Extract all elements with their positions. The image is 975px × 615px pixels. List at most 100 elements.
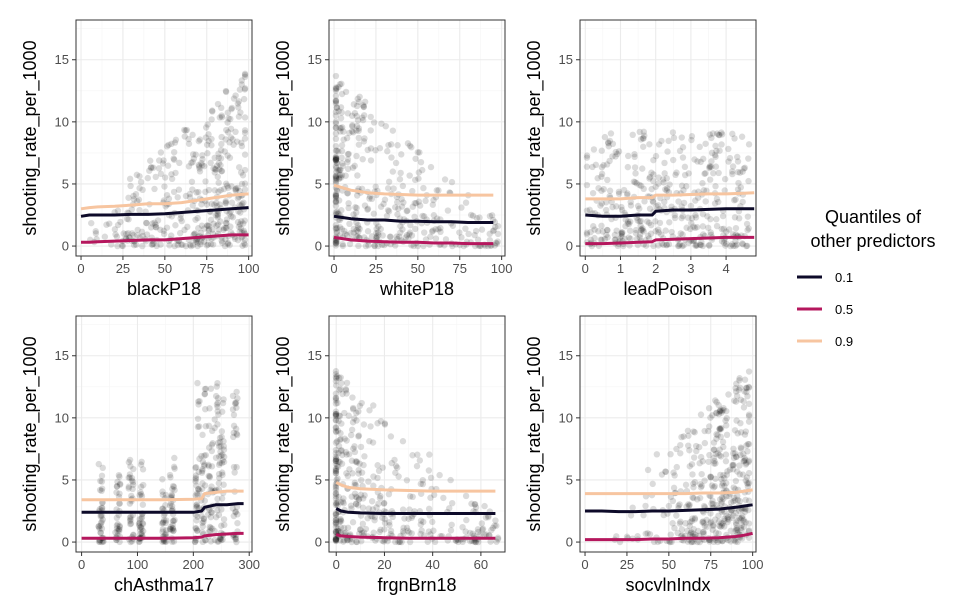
scatter-point (486, 230, 493, 238)
scatter-point (332, 466, 340, 474)
scatter-point (199, 519, 206, 527)
scatter-point (393, 233, 400, 240)
scatter-point (392, 159, 400, 167)
scatter-point (395, 538, 402, 546)
scatter-point (234, 519, 241, 527)
scatter-point (206, 473, 213, 480)
scatter-point (718, 482, 726, 489)
scatter-point (618, 230, 625, 238)
scatter-point (745, 458, 752, 466)
scatter-point (332, 239, 340, 246)
scatter-point (736, 497, 744, 505)
scatter-point (189, 202, 196, 209)
scatter-point (735, 215, 743, 222)
scatter-point (718, 520, 725, 527)
scatter-point (376, 145, 384, 152)
scatter-point (332, 537, 340, 544)
scatter-point (218, 133, 225, 141)
scatter-point (703, 187, 710, 194)
scatter-point (720, 443, 727, 451)
scatter-point (160, 518, 167, 526)
scatter-point (730, 461, 737, 469)
scatter-point (241, 240, 248, 247)
scatter-point (355, 127, 362, 134)
scatter-point (238, 218, 245, 225)
scatter-point (232, 508, 239, 515)
scatter-point (198, 222, 206, 229)
scatter-point (332, 416, 340, 424)
scatter-point (135, 196, 143, 203)
scatter-point (115, 527, 123, 535)
scatter-point (462, 225, 469, 232)
scatter-point (138, 228, 146, 236)
scatter-point (734, 496, 742, 504)
scatter-point (332, 202, 340, 209)
scatter-point (125, 485, 132, 492)
scatter-point (712, 475, 719, 482)
scatter-point (637, 217, 645, 225)
scatter-point (685, 502, 693, 510)
scatter-point (162, 527, 170, 534)
x-tick-label: 40 (425, 557, 439, 572)
scatter-point (116, 538, 123, 546)
quantile-line-0-5 (585, 235, 755, 246)
scatter-point (385, 141, 392, 149)
scatter-point (355, 98, 363, 106)
scatter-point (379, 537, 386, 545)
scatter-point (718, 500, 725, 507)
scatter-point (194, 527, 201, 534)
scatter-point (208, 441, 216, 448)
scatter-point (230, 422, 238, 430)
scatter-point (346, 220, 353, 228)
scatter-point (739, 512, 746, 520)
scatter-point (725, 516, 732, 523)
scatter-point (195, 163, 203, 170)
x-tick-label: 100 (742, 557, 764, 572)
scatter-point (92, 230, 100, 237)
scatter-point (332, 174, 340, 181)
scatter-point (697, 480, 704, 488)
scatter-point (691, 156, 698, 163)
scatter-point (710, 169, 717, 177)
scatter-point (745, 411, 753, 418)
scatter-point (143, 231, 151, 238)
scatter-point (590, 146, 598, 153)
scatter-point (696, 494, 704, 502)
scatter-point (178, 241, 185, 248)
scatter-point (223, 220, 230, 227)
scatter-point (182, 192, 190, 200)
scatter-point (727, 242, 734, 250)
scatter-point (360, 103, 367, 111)
scatter-point (137, 524, 144, 531)
scatter-point (238, 77, 245, 84)
scatter-point (744, 213, 752, 220)
scatter-point (332, 457, 340, 465)
scatter-point (197, 241, 204, 248)
scatter-point (348, 538, 355, 546)
scatter-point (403, 207, 410, 215)
scatter-point (332, 455, 340, 463)
scatter-point (692, 242, 699, 249)
scatter-point (132, 191, 140, 198)
scatter-point (241, 135, 249, 142)
scatter-point (336, 537, 344, 544)
scatter-point (692, 214, 700, 221)
scatter-point (476, 214, 483, 221)
scatter-point (677, 441, 684, 449)
scatter-point (344, 110, 352, 117)
scatter-point (703, 516, 710, 524)
scatter-point (387, 527, 395, 535)
y-tick-label: 0 (62, 535, 69, 550)
scatter-point (729, 170, 736, 178)
scatter-point (412, 199, 420, 207)
scatter-point (134, 226, 141, 234)
scatter-point (216, 166, 223, 173)
scatter-point (193, 501, 201, 508)
scatter-point (222, 199, 229, 206)
scatter-point (98, 512, 106, 520)
panel-whiteP18: 0 25 50 75 100051015whiteP18shooting_rate_pe… (273, 19, 512, 299)
scatter-point (223, 126, 230, 134)
scatter-point (712, 516, 719, 523)
scatter-point (95, 538, 103, 545)
y-tick-label: 0 (566, 239, 573, 254)
